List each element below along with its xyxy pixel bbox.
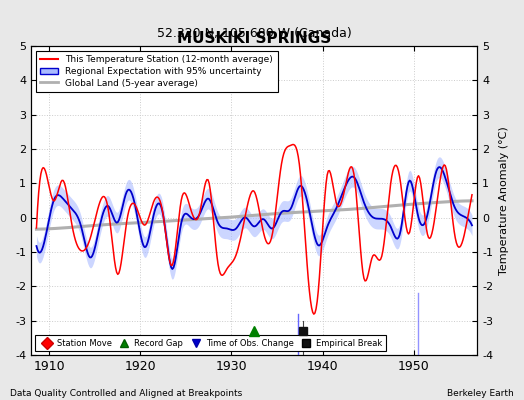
Text: Berkeley Earth: Berkeley Earth [447,389,514,398]
Text: Data Quality Controlled and Aligned at Breakpoints: Data Quality Controlled and Aligned at B… [10,389,243,398]
Y-axis label: Temperature Anomaly (°C): Temperature Anomaly (°C) [499,126,509,275]
Title: MUSKIKI SPRINGS: MUSKIKI SPRINGS [177,31,331,46]
Text: 52.320 N, 105.680 W (Canada): 52.320 N, 105.680 W (Canada) [157,27,352,40]
Legend: Station Move, Record Gap, Time of Obs. Change, Empirical Break: Station Move, Record Gap, Time of Obs. C… [35,335,386,351]
